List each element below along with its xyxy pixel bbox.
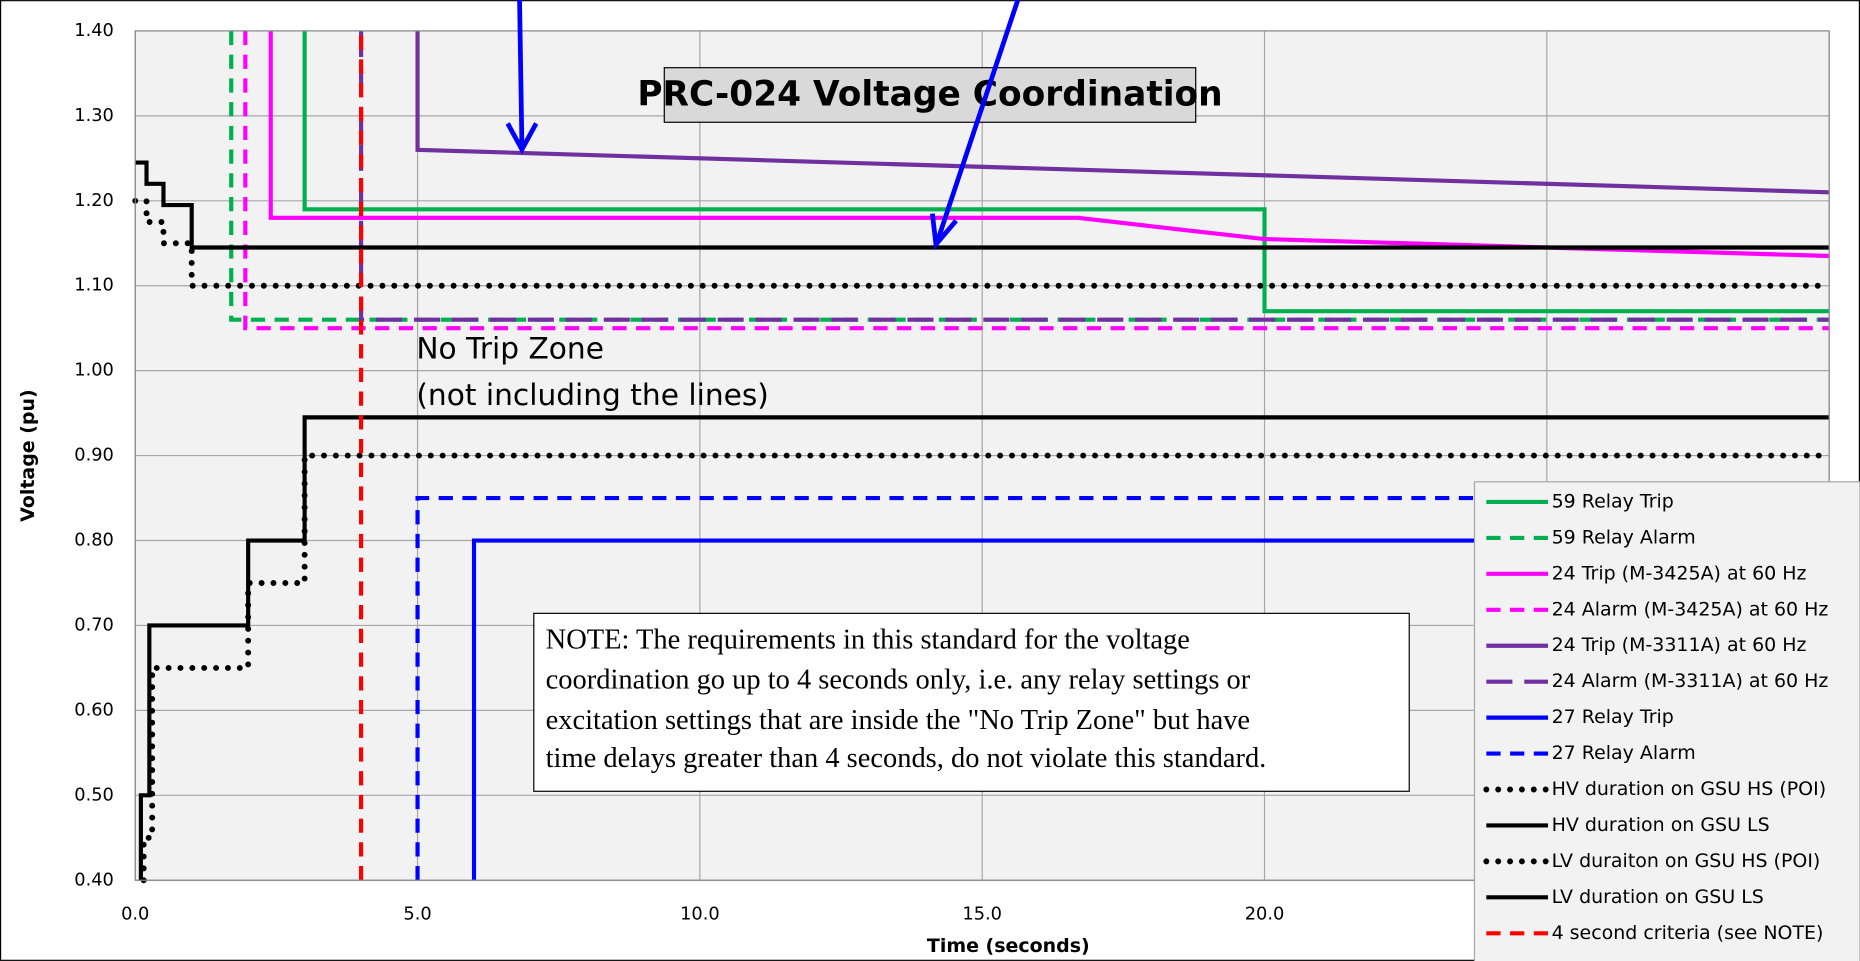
- x-axis-title: Time (seconds): [927, 935, 1090, 957]
- annotation: No Trip Zone: [416, 331, 604, 366]
- legend-box: [1473, 481, 1860, 961]
- legend-label: 4 second criteria (see NOTE): [1552, 922, 1824, 944]
- y-tick-label: 1.30: [74, 105, 114, 126]
- series-line: [243, 30, 1830, 331]
- title-box: [663, 67, 1197, 123]
- y-tick-label: 1.20: [74, 190, 114, 211]
- legend-label: 59 Relay Alarm: [1552, 526, 1696, 548]
- legend-label: HV duration on GSU LS: [1552, 814, 1770, 836]
- note-box: [533, 612, 1410, 792]
- legend-label: 24 Alarm (M-3311A) at 60 Hz: [1552, 670, 1829, 692]
- series-line: [415, 30, 1830, 195]
- legend-label: 27 Relay Alarm: [1552, 742, 1696, 764]
- series-line: [471, 538, 1830, 881]
- legend-label: LV duraiton on GSU HS (POI): [1552, 850, 1821, 872]
- legend-label: 59 Relay Trip: [1552, 490, 1674, 512]
- y-tick-label: 1.00: [74, 360, 114, 381]
- x-tick-label: 5.0: [403, 904, 431, 925]
- y-tick-label: 1.10: [74, 275, 114, 296]
- arrows: [505, 0, 1021, 251]
- y-tick-label: 1.40: [74, 20, 114, 41]
- y-axis-title: Voltage (pu): [17, 389, 39, 522]
- plot-border: [134, 30, 1830, 881]
- y-tick-label: 0.70: [74, 614, 114, 635]
- annotation: (not including the lines): [416, 377, 769, 412]
- legend-label: 24 Trip (M-3425A) at 60 Hz: [1552, 562, 1807, 584]
- series-line: [138, 415, 1830, 881]
- y-tick-label: 0.50: [74, 784, 114, 805]
- note-line: excitation settings that are inside the …: [546, 705, 1250, 736]
- series-line: [132, 197, 1833, 289]
- series-line: [359, 30, 1830, 322]
- legend-label: 27 Relay Trip: [1552, 706, 1674, 728]
- series-line: [135, 160, 1830, 250]
- legend-label: 24 Alarm (M-3425A) at 60 Hz: [1552, 598, 1829, 620]
- x-tick-label: 15.0: [962, 904, 1002, 925]
- note-line: time delays greater than 4 seconds, do n…: [546, 743, 1267, 774]
- series-lines: [132, 30, 1833, 884]
- legend-label: 24 Trip (M-3311A) at 60 Hz: [1552, 634, 1807, 656]
- arrow-head: [505, 122, 539, 155]
- legend: 59 Relay Trip 59 Relay Alarm 24 Trip (M-34…: [1473, 481, 1860, 961]
- legend-label: LV duration on GSU LS: [1552, 886, 1764, 908]
- series-line: [302, 30, 1830, 314]
- series-line: [415, 495, 1830, 881]
- annotations: PRC-024 Voltage Coordination No Trip Zon…: [416, 0, 1410, 792]
- y-tick-label: 0.40: [74, 869, 114, 890]
- note-line: coordination go up to 4 seconds only, i.…: [546, 665, 1251, 696]
- y-tick-label: 0.90: [74, 445, 114, 466]
- x-tick-label: 20.0: [1245, 904, 1285, 925]
- y-tick-label: 0.80: [74, 530, 114, 551]
- note-line: NOTE: The requirements in this standard …: [546, 624, 1190, 655]
- arrow: [934, 0, 1021, 243]
- arrow: [517, 0, 525, 148]
- legend-label: HV duration on GSU HS (POI): [1552, 778, 1827, 800]
- x-tick-label: 0.0: [121, 904, 149, 925]
- x-tick-label: 10.0: [680, 904, 720, 925]
- y-tick-label: 0.60: [74, 699, 114, 720]
- chart-title: PRC-024 Voltage Coordination: [637, 75, 1222, 115]
- arrow-head: [930, 213, 958, 251]
